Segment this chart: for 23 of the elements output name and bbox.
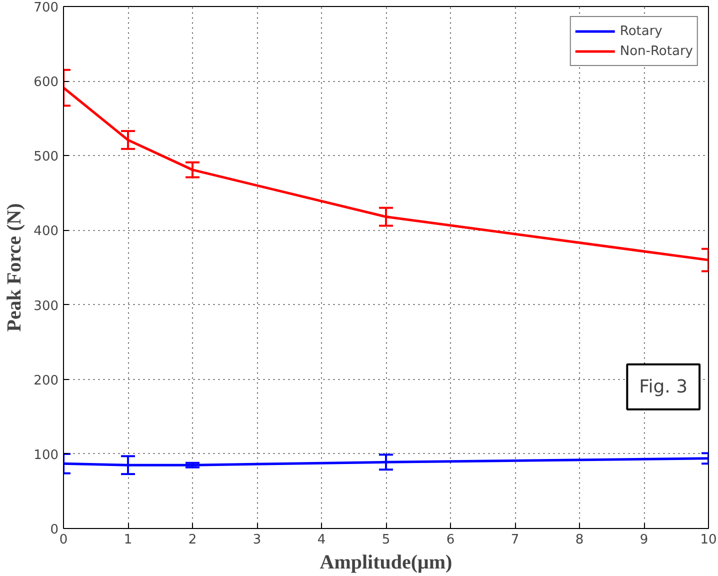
x-tick-label: 4 [317, 532, 326, 548]
x-tick-label: 1 [124, 532, 132, 548]
y-tick-label: 700 [34, 0, 59, 16]
x-axis-title: Amplitude(μm) [320, 552, 452, 574]
x-tick-label: 3 [252, 532, 262, 548]
x-tick-label: 9 [640, 532, 648, 548]
y-tick-label: 400 [34, 224, 59, 240]
y-tick-label: 500 [34, 150, 59, 165]
annotation: Fig. 3 [639, 376, 688, 398]
x-tick-label: 10 [700, 532, 717, 548]
x-tick-label: 5 [382, 532, 390, 548]
y-axis-title: Peak Force (N) [4, 203, 26, 332]
x-tick-label: 6 [446, 532, 455, 548]
y-tick-label: 300 [34, 298, 59, 314]
x-tick-label: 7 [510, 532, 520, 548]
legend-label: Non-Rotary [620, 44, 693, 58]
x-tick-label: 8 [575, 532, 584, 548]
y-tick-label: 100 [34, 448, 59, 463]
y-tick-label: 600 [34, 75, 59, 90]
y-tick-label: 200 [34, 373, 59, 388]
legend-label: Rotary [620, 24, 662, 38]
y-tick-label: 0 [50, 522, 59, 538]
x-tick-label: 2 [188, 532, 197, 548]
